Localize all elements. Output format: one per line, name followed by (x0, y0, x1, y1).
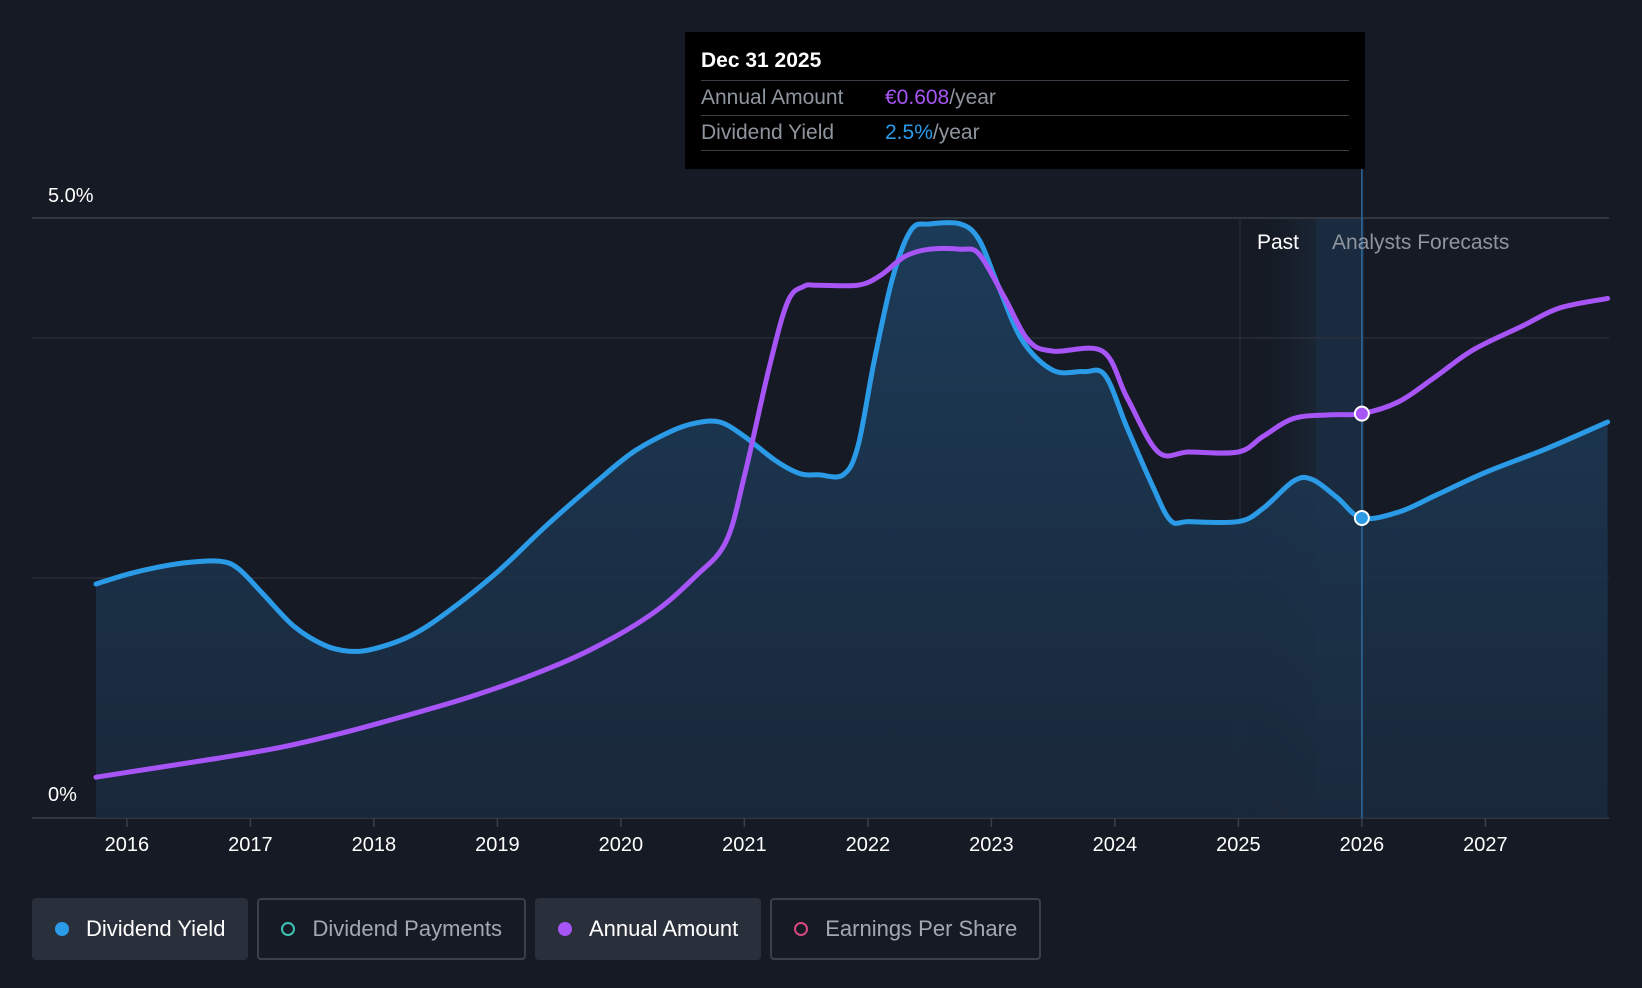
past-label: Past (1257, 231, 1299, 254)
tooltip-yield-value: 2.5% (885, 121, 933, 144)
tooltip-yield-label: Dividend Yield (701, 121, 835, 144)
legend-dividend-payments-toggle[interactable]: Dividend Payments (257, 898, 526, 960)
dividend-yield-line[interactable] (93, 220, 1611, 654)
y-tick-label-zero: 0% (48, 784, 77, 806)
legend-annual-amount-toggle[interactable]: Annual Amount (534, 898, 762, 960)
x-axis-tick-labels: 2016 2017 2018 2019 2020 2021 2022 2023 2024 2025… (105, 818, 1508, 856)
dividend-payments-ring-icon (281, 922, 296, 936)
tooltip-annual-unit: /year (949, 86, 996, 109)
legend-earnings-per-share-label: Earnings Per Share (825, 916, 1018, 941)
x-tick-label: 2027 (1463, 834, 1508, 856)
legend-annual-amount-label: Annual Amount (588, 916, 739, 941)
x-tick-label: 2016 (105, 834, 150, 856)
forecast-label: Analysts Forecasts (1332, 231, 1509, 254)
x-tick-label: 2020 (599, 834, 644, 856)
x-tick-label: 2021 (722, 834, 767, 856)
tooltip-yield-row: Dividend Yield 2.5%/year (701, 116, 1349, 151)
x-tick-label: 2023 (969, 834, 1014, 856)
legend-dividend-yield-toggle[interactable]: Dividend Yield (32, 898, 249, 960)
legend-dividend-yield-label: Dividend Yield (86, 916, 226, 941)
y-tick-label-max: 5.0% (48, 185, 94, 207)
x-tick-label: 2024 (1093, 834, 1138, 856)
tooltip-annual-label: Annual Amount (701, 86, 844, 109)
tooltip-annual-row: Annual Amount €0.608/year (701, 81, 1349, 116)
dividend-yield-area (96, 222, 1608, 819)
x-tick-label: 2022 (846, 834, 891, 856)
x-tick-label: 2025 (1216, 834, 1261, 856)
x-tick-label: 2017 (228, 834, 273, 856)
x-tick-label: 2026 (1340, 834, 1385, 856)
hover-tooltip: Dec 31 2025 Annual Amount €0.608/year Di… (685, 32, 1365, 169)
legend-earnings-per-share-toggle[interactable]: Earnings Per Share (770, 898, 1042, 960)
earnings-per-share-ring-icon (794, 922, 809, 936)
annual-amount-marker[interactable] (1353, 405, 1370, 422)
x-tick-label: 2019 (475, 834, 520, 856)
annual-amount-dot-icon (557, 922, 572, 936)
tooltip-annual-value: €0.608 (885, 86, 950, 109)
legend-dividend-payments-label: Dividend Payments (312, 916, 502, 941)
tooltip-yield-unit: /year (932, 121, 980, 144)
tooltip-date: Dec 31 2025 (701, 46, 1349, 81)
dividend-yield-dot-icon (55, 922, 69, 936)
x-tick-label: 2018 (352, 834, 397, 856)
dividend-yield-marker[interactable] (1353, 510, 1370, 526)
chart-legend: Dividend Yield Dividend Payments Annual … (32, 898, 1042, 960)
annual-amount-line[interactable] (93, 245, 1611, 780)
